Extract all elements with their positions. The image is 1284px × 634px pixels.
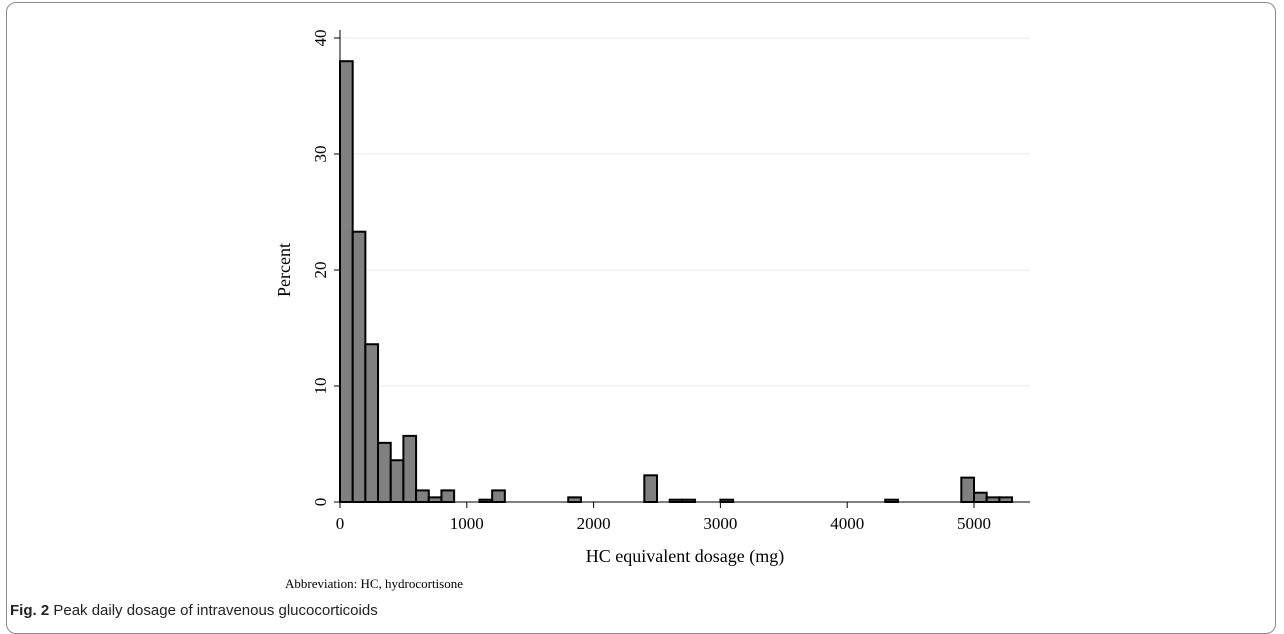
y-tick-label: 40	[311, 30, 330, 47]
caption-text: Peak daily dosage of intravenous glucoco…	[53, 602, 378, 619]
histogram-bar	[377, 441, 392, 503]
y-axis-title: Percent	[274, 243, 294, 297]
gridlines	[340, 37, 1030, 387]
histogram-bar	[973, 491, 988, 504]
histogram-bar	[998, 496, 1014, 503]
histogram-bar	[389, 459, 405, 503]
histogram-bar	[427, 496, 443, 503]
histogram-bar	[985, 496, 1001, 503]
y-tick-label: 30	[311, 146, 330, 163]
histogram-bars	[339, 60, 1014, 504]
x-tick-label: 2000	[577, 514, 611, 533]
y-tick-label: 0	[311, 498, 330, 507]
tick-labels: 0 10 20 30 40 0 1000 2000 3000 4000 5000	[311, 30, 991, 534]
x-tick-label: 4000	[830, 514, 864, 533]
histogram-bar	[351, 230, 367, 503]
histogram-bar	[643, 474, 659, 504]
axes	[339, 30, 1030, 503]
y-tick-label: 20	[311, 262, 330, 279]
x-tick-label: 0	[336, 514, 345, 533]
histogram-bar	[491, 489, 506, 503]
histogram-bar	[339, 60, 354, 503]
y-tick-label: 10	[311, 378, 330, 395]
figure-caption: Fig. 2 Peak daily dosage of intravenous …	[10, 602, 378, 619]
x-axis-title: HC equivalent dosage (mg)	[586, 546, 784, 567]
x-tick-label: 3000	[703, 514, 737, 533]
histogram-bar	[415, 489, 430, 503]
histogram-bar	[567, 496, 582, 503]
abbreviation-note: Abbreviation: HC, hydrocortisone	[285, 576, 463, 591]
caption-label: Fig. 2	[10, 602, 50, 619]
histogram-bar	[402, 434, 418, 504]
histogram-bar	[960, 476, 976, 504]
x-tick-label: 1000	[450, 514, 484, 533]
x-tick-label: 5000	[957, 514, 991, 533]
histogram-bar	[364, 343, 380, 503]
histogram-bar	[440, 489, 456, 503]
